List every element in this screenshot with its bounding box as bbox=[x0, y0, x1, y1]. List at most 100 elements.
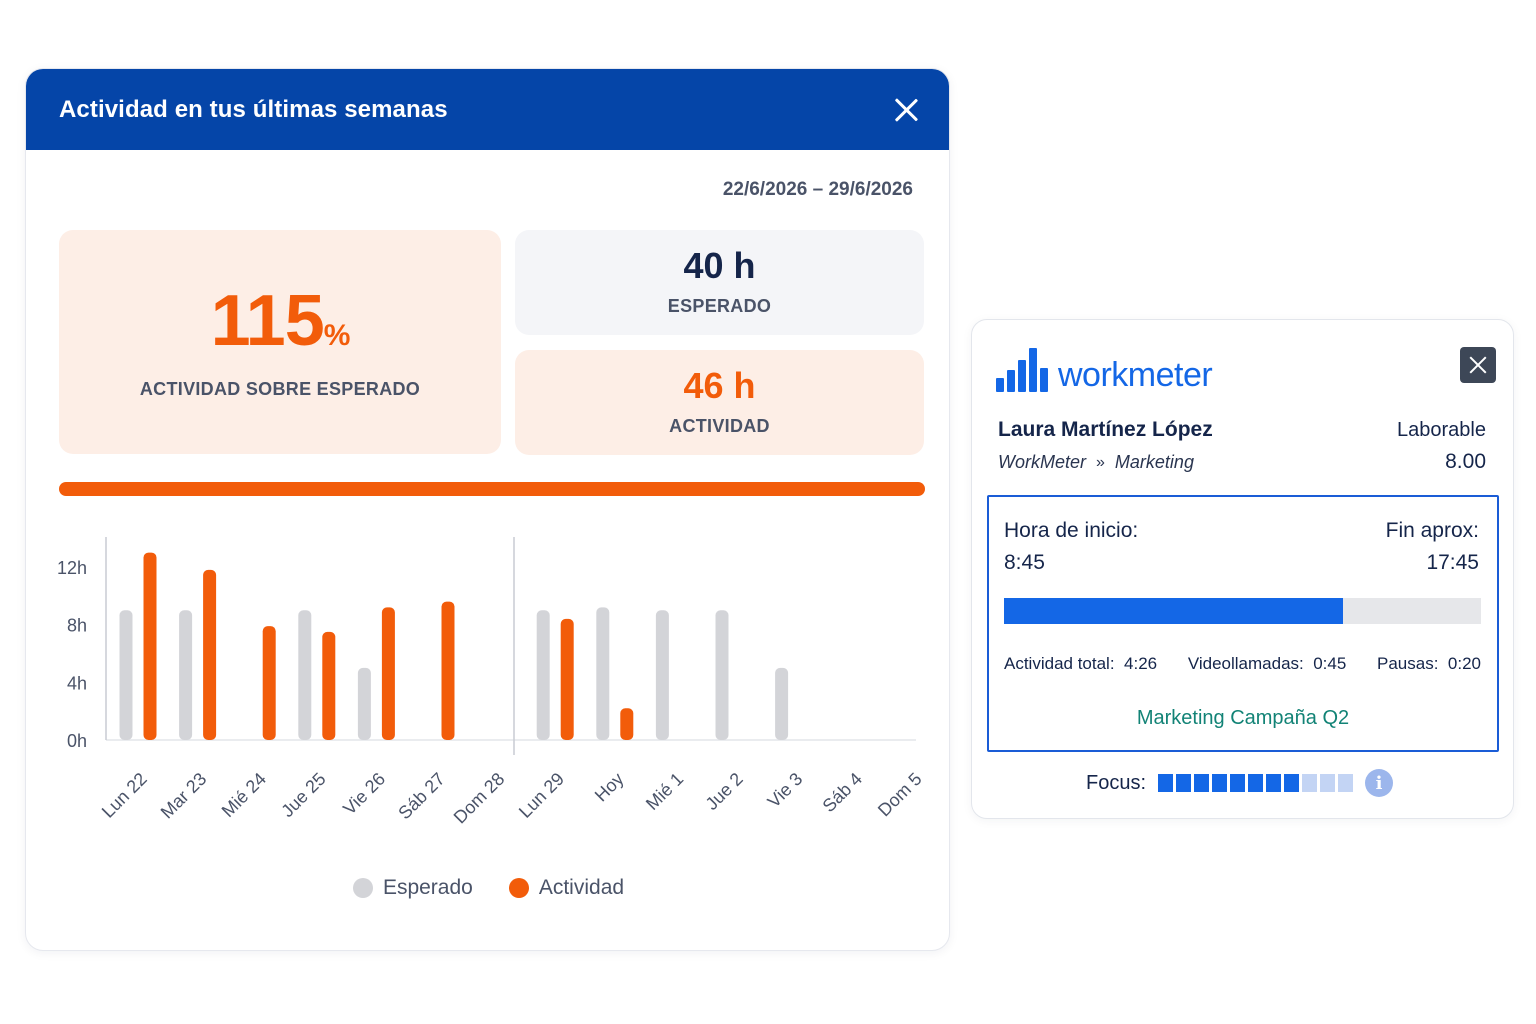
bar-expected bbox=[596, 607, 610, 740]
expected-hours-card: 40 h ESPERADO bbox=[515, 230, 924, 335]
x-tick-label: Vie 26 bbox=[339, 769, 389, 819]
focus-cell bbox=[1302, 774, 1318, 792]
y-tick-label: 8h bbox=[67, 616, 87, 636]
stat-breaks-label: Pausas: bbox=[1377, 654, 1439, 673]
x-tick-label: Vie 3 bbox=[764, 769, 807, 812]
activity-stats: Actividad total: 4:26 Videollamadas: 0:4… bbox=[1004, 654, 1481, 674]
stat-total-label: Actividad total: bbox=[1004, 654, 1115, 673]
activity-percent-card: 115% ACTIVIDAD SOBRE ESPERADO bbox=[59, 230, 501, 454]
workmeter-logo: workmeter bbox=[996, 348, 1213, 394]
x-tick-label: Sáb 4 bbox=[819, 769, 866, 816]
stat-calls-label: Videollamadas: bbox=[1187, 654, 1304, 673]
end-time-value: 17:45 bbox=[1426, 551, 1479, 574]
widget-close-button[interactable] bbox=[1460, 347, 1496, 383]
x-tick-label: Dom 5 bbox=[874, 769, 926, 821]
breadcrumb: WorkMeter » Marketing bbox=[998, 452, 1194, 473]
activity-modal: Actividad en tus últimas semanas 22/6/20… bbox=[25, 68, 950, 951]
bar-expected bbox=[715, 610, 729, 740]
x-tick-label: Mar 23 bbox=[157, 769, 211, 823]
focus-label: Focus: bbox=[1086, 771, 1147, 794]
user-name: Laura Martínez López bbox=[998, 418, 1213, 441]
focus-cell bbox=[1212, 774, 1228, 792]
modal-title: Actividad en tus últimas semanas bbox=[59, 95, 448, 123]
x-tick-label: Jue 25 bbox=[277, 769, 329, 821]
workmeter-widget: workmeter Laura Martínez López Laborable… bbox=[971, 319, 1514, 819]
bar-expected bbox=[655, 610, 669, 740]
legend-label-activity: Actividad bbox=[538, 876, 625, 899]
x-tick-label: Sáb 27 bbox=[394, 769, 448, 823]
bar-activity bbox=[143, 552, 157, 740]
activity-percent-label: ACTIVIDAD SOBRE ESPERADO bbox=[139, 378, 421, 399]
workday-hours: 8.00 bbox=[1445, 450, 1486, 473]
x-tick-label: Lun 29 bbox=[515, 769, 568, 822]
y-tick-label: 0h bbox=[67, 731, 87, 751]
focus-cell bbox=[1284, 774, 1300, 792]
bar-activity bbox=[560, 618, 574, 740]
stat-total: Actividad total: 4:26 bbox=[1004, 654, 1157, 674]
activity-hours-value: 46 h bbox=[683, 365, 756, 406]
bar-activity bbox=[381, 607, 395, 740]
focus-cell bbox=[1338, 774, 1354, 792]
y-tick-label: 12h bbox=[57, 558, 87, 578]
x-tick-label: Jue 2 bbox=[702, 769, 747, 814]
close-icon[interactable] bbox=[891, 95, 921, 125]
activity-percent: 115% bbox=[211, 285, 351, 357]
x-tick-label: Lun 22 bbox=[98, 769, 151, 822]
bar-activity bbox=[620, 708, 634, 740]
legend-label-expected: Esperado bbox=[382, 876, 473, 899]
bar-activity bbox=[203, 569, 217, 740]
percent-sign: % bbox=[323, 318, 351, 352]
x-tick-label: Mié 1 bbox=[642, 769, 687, 814]
chevron-double-right-icon: » bbox=[1096, 453, 1105, 471]
bar-activity bbox=[322, 631, 336, 740]
x-tick-label: Hoy bbox=[591, 769, 628, 806]
focus-cell bbox=[1230, 774, 1246, 792]
stat-calls: Videollamadas: 0:45 bbox=[1188, 654, 1346, 674]
activity-hours-label: ACTIVIDAD bbox=[669, 416, 770, 436]
focus-cell bbox=[1194, 774, 1210, 792]
x-tick-label: Dom 28 bbox=[450, 769, 509, 828]
legend-item-activity: Actividad bbox=[508, 876, 625, 900]
focus-meter: Focus: i bbox=[1086, 769, 1394, 797]
expected-hours-value: 40 h bbox=[683, 245, 756, 286]
workday-progress-bar bbox=[1004, 598, 1481, 624]
x-tick-label: Mié 24 bbox=[218, 769, 270, 821]
stat-breaks: Pausas: 0:20 bbox=[1377, 654, 1481, 674]
focus-cell bbox=[1158, 774, 1174, 792]
workday-type: Laborable bbox=[1397, 419, 1486, 441]
start-time-label: Hora de inicio: bbox=[1004, 519, 1139, 542]
bar-expected bbox=[119, 610, 133, 740]
focus-cell bbox=[1266, 774, 1282, 792]
breadcrumb-company: WorkMeter bbox=[998, 452, 1087, 472]
focus-cell bbox=[1320, 774, 1336, 792]
bar-activity bbox=[262, 626, 276, 740]
bar-expected bbox=[775, 667, 789, 740]
breadcrumb-department: Marketing bbox=[1114, 452, 1194, 472]
logo-text: workmeter bbox=[1058, 356, 1213, 394]
info-icon[interactable]: i bbox=[1365, 769, 1394, 797]
bar-activity bbox=[441, 601, 455, 740]
modal-header: Actividad en tus últimas semanas bbox=[26, 69, 949, 150]
legend-item-expected: Esperado bbox=[352, 876, 473, 900]
bar-expected bbox=[536, 610, 550, 740]
bar-expected bbox=[298, 610, 312, 740]
focus-cell bbox=[1176, 774, 1192, 792]
legend-dot-activity bbox=[508, 878, 529, 898]
workday-panel: Hora de inicio: Fin aprox: 8:45 17:45 Ac… bbox=[987, 495, 1499, 752]
stat-breaks-value: 0:20 bbox=[1447, 654, 1481, 673]
activity-progress-bar bbox=[59, 482, 925, 496]
date-range: 22/6/2026 – 29/6/2026 bbox=[722, 179, 913, 200]
current-project[interactable]: Marketing Campaña Q2 bbox=[1136, 707, 1350, 729]
focus-cell bbox=[1248, 774, 1264, 792]
y-tick-label: 4h bbox=[67, 673, 87, 693]
bar-expected bbox=[357, 667, 371, 740]
bar-expected bbox=[179, 610, 193, 740]
expected-hours-label: ESPERADO bbox=[667, 296, 772, 316]
legend-dot-expected bbox=[352, 878, 373, 898]
activity-hours-card: 46 h ACTIVIDAD bbox=[515, 350, 924, 455]
start-time-value: 8:45 bbox=[1004, 551, 1045, 574]
stat-calls-value: 0:45 bbox=[1313, 654, 1347, 673]
end-time-label: Fin aprox: bbox=[1385, 519, 1479, 542]
logo-bars-icon bbox=[996, 348, 1048, 392]
